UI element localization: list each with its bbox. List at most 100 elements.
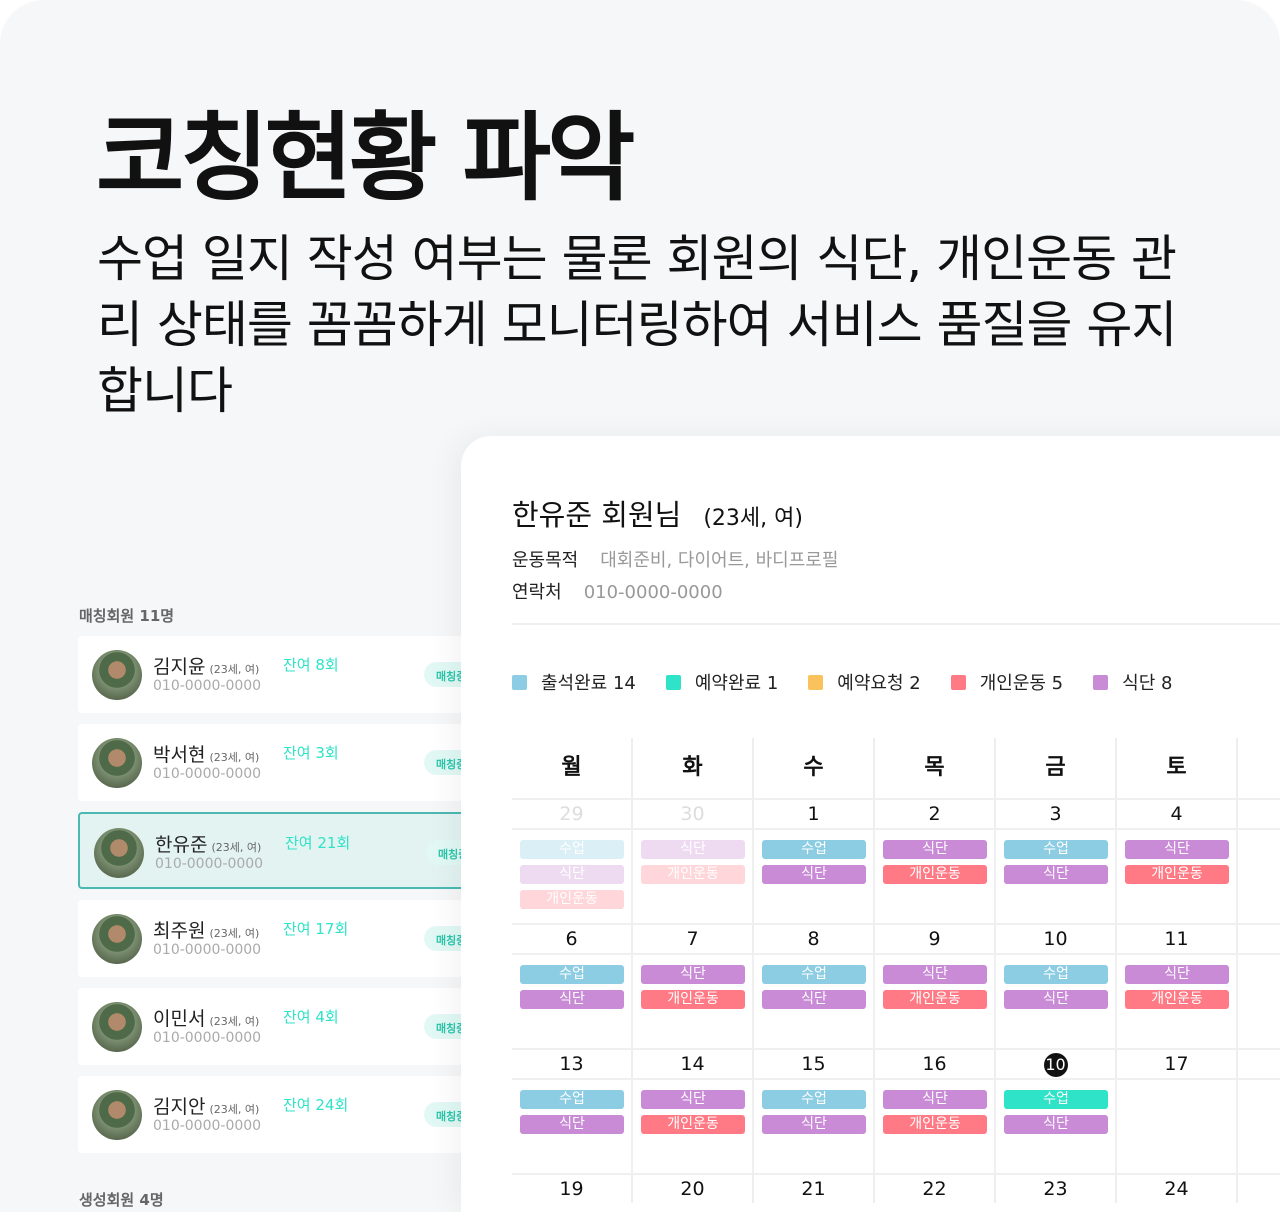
member-card[interactable]: 김지안 (23세, 여) 010-0000-0000 잔여 24회 매칭중 (78, 1076, 494, 1153)
calendar-event[interactable]: 식단 (520, 990, 624, 1009)
calendar-event[interactable]: 개인운동 (520, 890, 624, 909)
calendar-date[interactable]: 6 (512, 923, 633, 953)
member-card[interactable]: 김지윤 (23세, 여) 010-0000-0000 잔여 8회 매칭중 (78, 636, 494, 713)
calendar-event[interactable]: 수업 (762, 965, 866, 984)
grid-line (1236, 953, 1238, 1048)
grid-line (752, 953, 754, 1048)
calendar-date[interactable]: 24 (1117, 1173, 1238, 1203)
member-phone: 010-0000-0000 (153, 1118, 262, 1134)
calendar-event[interactable]: 식단 (520, 1115, 624, 1134)
calendar-event[interactable]: 개인운동 (641, 990, 745, 1009)
member-age: (23세, 여) (211, 841, 262, 854)
member-card[interactable]: 한유준 (23세, 여) 010-0000-0000 잔여 21회 매칭중 (78, 812, 496, 889)
remaining-sessions: 잔여 8회 (283, 656, 339, 674)
calendar-event[interactable]: 개인운동 (883, 865, 987, 884)
calendar-event[interactable]: 수업 (762, 840, 866, 859)
grid-line (752, 828, 754, 923)
member-card[interactable]: 최주원 (23세, 여) 010-0000-0000 잔여 17회 매칭중 (78, 900, 494, 977)
legend-swatch (808, 674, 824, 690)
calendar-event[interactable]: 식단 (641, 840, 745, 859)
calendar-event[interactable]: 식단 (762, 990, 866, 1009)
remaining-sessions: 잔여 24회 (283, 1096, 349, 1114)
weekday-header: 토 (1117, 738, 1238, 798)
calendar-event[interactable]: 식단 (1125, 965, 1229, 984)
weekday-header: 수 (754, 738, 875, 798)
calendar-date[interactable]: 17 (1117, 1048, 1238, 1078)
calendar-date[interactable]: 2 (875, 798, 996, 828)
calendar-date[interactable]: 1 (754, 798, 875, 828)
calendar-event[interactable]: 식단 (641, 965, 745, 984)
calendar-date[interactable] (1238, 798, 1280, 828)
avatar (92, 1002, 142, 1052)
avatar (92, 914, 142, 964)
calendar-event[interactable]: 식단 (1004, 990, 1108, 1009)
grid-line (752, 1078, 754, 1173)
calendar-date[interactable]: 9 (875, 923, 996, 953)
calendar-date[interactable]: 8 (754, 923, 875, 953)
calendar-date[interactable]: 19 (512, 1173, 633, 1203)
calendar-event[interactable]: 식단 (762, 1115, 866, 1134)
calendar-date[interactable]: 11 (1117, 923, 1238, 953)
member-age: (23세, 여) (209, 1103, 260, 1116)
calendar-event[interactable]: 수업 (1004, 840, 1108, 859)
member-phone: 010-0000-0000 (153, 942, 262, 958)
grid-line (873, 953, 875, 1048)
calendar-event[interactable]: 수업 (520, 840, 624, 859)
remaining-sessions: 잔여 3회 (283, 744, 339, 762)
calendar-event[interactable]: 식단 (1004, 1115, 1108, 1134)
calendar-date[interactable]: 3 (996, 798, 1117, 828)
remaining-sessions: 잔여 4회 (283, 1008, 339, 1026)
calendar-event[interactable]: 식단 (883, 965, 987, 984)
calendar-date[interactable] (1238, 1173, 1280, 1203)
calendar-event[interactable]: 식단 (883, 1090, 987, 1109)
calendar-event[interactable]: 식단 (1004, 865, 1108, 884)
avatar (92, 650, 142, 700)
grid-line (1236, 828, 1238, 923)
weekday-header: 화 (633, 738, 754, 798)
grid-line (994, 828, 996, 923)
calendar-event[interactable]: 식단 (1125, 840, 1229, 859)
member-card[interactable]: 박서현 (23세, 여) 010-0000-0000 잔여 3회 매칭중 (78, 724, 494, 801)
calendar-date[interactable]: 10 (996, 1048, 1117, 1078)
calendar-event[interactable]: 식단 (641, 1090, 745, 1109)
calendar-date[interactable] (1238, 923, 1280, 953)
calendar-date[interactable]: 23 (996, 1173, 1117, 1203)
calendar-date[interactable]: 15 (754, 1048, 875, 1078)
calendar-event[interactable]: 수업 (1004, 1090, 1108, 1109)
calendar-event[interactable]: 개인운동 (641, 865, 745, 884)
calendar-event[interactable]: 수업 (1004, 965, 1108, 984)
calendar-event[interactable]: 개인운동 (883, 1115, 987, 1134)
calendar-date[interactable]: 20 (633, 1173, 754, 1203)
legend-item: 개인운동 5 (950, 669, 1063, 695)
calendar-event[interactable]: 개인운동 (1125, 990, 1229, 1009)
calendar-date[interactable]: 29 (512, 798, 633, 828)
calendar-date[interactable]: 21 (754, 1173, 875, 1203)
calendar-event[interactable]: 개인운동 (883, 990, 987, 1009)
member-name: 최주원 (23세, 여) (153, 920, 260, 942)
calendar-date[interactable]: 10 (996, 923, 1117, 953)
calendar-event[interactable]: 식단 (762, 865, 866, 884)
remaining-sessions: 잔여 17회 (283, 920, 349, 938)
calendar-date[interactable] (1238, 1048, 1280, 1078)
calendar-date[interactable]: 13 (512, 1048, 633, 1078)
grid-line (1115, 828, 1117, 923)
calendar-date[interactable]: 7 (633, 923, 754, 953)
calendar-date[interactable]: 14 (633, 1048, 754, 1078)
member-phone: 010-0000-0000 (155, 856, 264, 872)
calendar-event[interactable]: 식단 (520, 865, 624, 884)
member-name: 박서현 (23세, 여) (153, 744, 260, 766)
calendar-event[interactable]: 수업 (520, 1090, 624, 1109)
calendar-date[interactable]: 4 (1117, 798, 1238, 828)
matched-members-label: 매칭회원 11명 (79, 607, 175, 625)
calendar-event[interactable]: 개인운동 (641, 1115, 745, 1134)
member-name: 김지안 (23세, 여) (153, 1096, 260, 1118)
calendar-event[interactable]: 수업 (762, 1090, 866, 1109)
calendar-date[interactable]: 16 (875, 1048, 996, 1078)
member-card[interactable]: 이민서 (23세, 여) 010-0000-0000 잔여 4회 매칭중 (78, 988, 494, 1065)
calendar-event[interactable]: 식단 (883, 840, 987, 859)
calendar-event[interactable]: 수업 (520, 965, 624, 984)
calendar-date[interactable]: 30 (633, 798, 754, 828)
calendar-event[interactable]: 개인운동 (1125, 865, 1229, 884)
legend-item: 출석완료 14 (512, 669, 636, 695)
calendar-date[interactable]: 22 (875, 1173, 996, 1203)
